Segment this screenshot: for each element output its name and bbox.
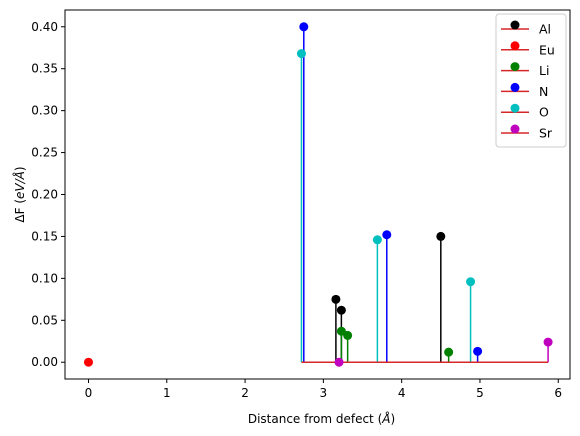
stem-lines xyxy=(300,26,549,363)
y-tick-label: 0.15 xyxy=(31,229,58,243)
y-axis-label-prefix: ΔF ( xyxy=(13,199,27,223)
legend-marker-n xyxy=(510,82,520,92)
marker-li-2 xyxy=(444,347,454,357)
marker-n-2 xyxy=(473,346,483,356)
data-markers xyxy=(83,22,553,367)
y-tick-label: 0.30 xyxy=(31,104,58,118)
legend-box xyxy=(495,13,567,148)
legend-marker-al xyxy=(510,20,520,30)
x-axis-label-unit: Å xyxy=(381,411,390,426)
legend: Al Eu Li NO Sr xyxy=(495,13,567,148)
marker-sr-0 xyxy=(334,357,344,367)
legend-marker-sr xyxy=(510,124,520,134)
legend-label-al: Al xyxy=(539,22,551,37)
legend-marker-o xyxy=(510,103,520,113)
x-tick-label: 5 xyxy=(476,386,484,400)
y-axis-ticks: 0.00 0.05 0.10 0.15 0.20 0.25 0.30 0.35 0.40 xyxy=(31,20,65,369)
y-tick-label: 0.25 xyxy=(31,146,58,160)
y-tick-label: 0.00 xyxy=(31,355,58,369)
plot-frame xyxy=(64,9,571,380)
marker-o-0 xyxy=(296,49,306,59)
x-tick-label: 1 xyxy=(163,386,171,400)
x-tick-label: 6 xyxy=(554,386,562,400)
legend-label-li: Li xyxy=(539,63,549,78)
legend-label-n: N xyxy=(539,84,548,99)
y-axis-label-unit: eV/Å xyxy=(12,171,27,199)
y-axis-label: ΔF (eV/Å) xyxy=(12,166,27,222)
y-axis-label-suffix: ) xyxy=(13,166,27,171)
legend-marker-li xyxy=(510,62,520,72)
marker-n-0 xyxy=(299,22,309,32)
x-axis-ticks: 0 1 2 3 4 5 6 xyxy=(85,379,562,400)
marker-eu-0 xyxy=(83,357,93,367)
legend-marker-eu xyxy=(510,41,520,51)
y-tick-label: 0.10 xyxy=(31,271,58,285)
marker-n-1 xyxy=(382,230,392,240)
legend-label-sr: Sr xyxy=(539,126,553,141)
x-tick-label: 0 xyxy=(85,386,93,400)
marker-li-1 xyxy=(343,330,353,340)
marker-al-0 xyxy=(331,294,341,304)
y-tick-label: 0.35 xyxy=(31,62,58,76)
x-axis-label-suffix: ) xyxy=(390,412,395,426)
x-tick-label: 3 xyxy=(320,386,328,400)
y-tick-label: 0.05 xyxy=(31,313,58,327)
marker-o-2 xyxy=(466,277,476,287)
marker-sr-1 xyxy=(543,337,553,347)
legend-label-o: O xyxy=(539,105,549,120)
legend-label-eu: Eu xyxy=(539,42,555,57)
marker-al-1 xyxy=(336,305,346,315)
marker-o-1 xyxy=(372,235,382,245)
marker-al-2 xyxy=(436,231,446,241)
y-tick-label: 0.40 xyxy=(31,20,58,34)
x-tick-label: 4 xyxy=(398,386,406,400)
x-axis-label-prefix: Distance from defect ( xyxy=(248,412,382,426)
x-tick-label: 2 xyxy=(241,386,249,400)
x-axis-label: Distance from defect (Å) xyxy=(248,411,395,426)
legend-items: Al Eu Li NO Sr xyxy=(501,20,555,141)
y-tick-label: 0.20 xyxy=(31,188,58,202)
